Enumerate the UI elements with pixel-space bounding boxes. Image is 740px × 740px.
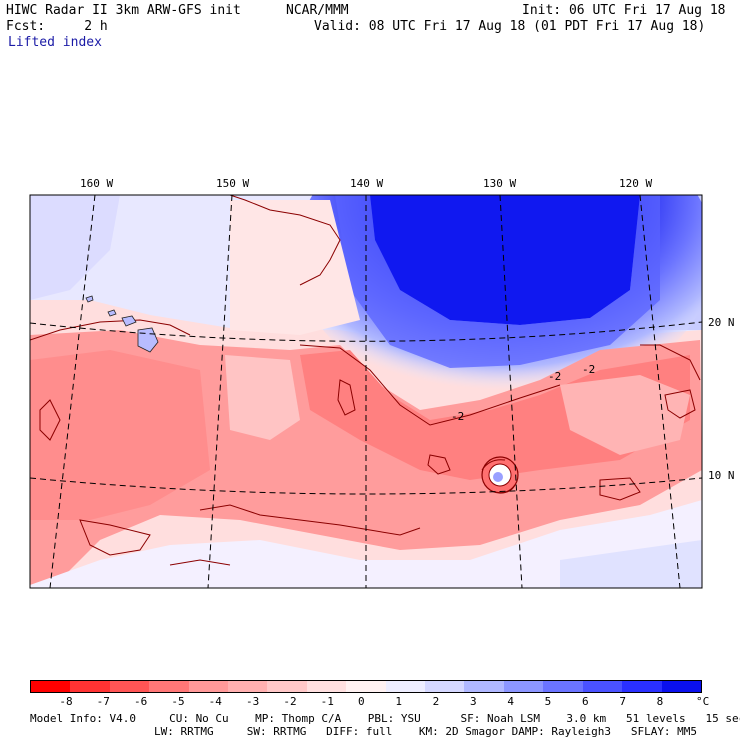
colorbar-tick-label: 6: [582, 695, 589, 708]
header-org: NCAR/MMM: [286, 3, 349, 18]
colorbar-segment: [582, 681, 623, 692]
colorbar-tick-label: -3: [246, 695, 260, 708]
colorbar-tick-label: 1: [395, 695, 402, 708]
lon-label-150w: 150 W: [216, 177, 250, 190]
colorbar-segment: [622, 681, 662, 692]
colorbar-segment: [346, 681, 386, 692]
colorbar-segment: [464, 681, 504, 692]
lat-label-10n: 10 N: [708, 469, 735, 482]
contour-label: -2: [451, 410, 464, 423]
colorbar-tick-label: -8: [59, 695, 73, 708]
colorbar-tick-label: -7: [96, 695, 110, 708]
colorbar-tick-label: 0: [358, 695, 365, 708]
colorbar-unit: °C: [696, 695, 710, 708]
header-title: HIWC Radar II 3km ARW-GFS init: [6, 3, 241, 18]
colorbar-tick-label: -1: [320, 695, 334, 708]
map-frame: [29, 194, 703, 589]
contour-label: -2: [582, 363, 595, 376]
colorbar-segment: [503, 681, 544, 692]
colorbar-segment: [228, 681, 268, 692]
colorbar-tick-label: 8: [656, 695, 664, 708]
lon-label-130w: 130 W: [483, 177, 517, 190]
colorbar-tick-label: -2: [283, 695, 297, 708]
colorbar-segment: [31, 681, 71, 692]
colorbar-segment: [425, 681, 465, 692]
colorbar-segment: [543, 681, 583, 692]
lon-label-160w: 160 W: [80, 177, 114, 190]
colorbar-tick-label: 7: [619, 695, 626, 708]
colorbar-tick-label: 3: [470, 695, 477, 708]
colorbar-segment: [306, 681, 347, 692]
colorbar-ticks: -8 -7 -6 -5 -4 -3 -2 -1 0 1 2 3 4 5 6 7 8: [0, 695, 740, 709]
colorbar-tick-label: -5: [171, 695, 185, 708]
model-info-line1: Model Info: V4.0 CU: No Cu MP: Thomp C/A…: [30, 712, 740, 725]
lon-label-140w: 140 W: [350, 177, 384, 190]
colorbar-tick-label: 5: [544, 695, 552, 708]
colorbar-segment: [661, 681, 701, 692]
colorbar-segment: [385, 681, 426, 692]
colorbar-tick-label: -6: [134, 695, 148, 708]
colorbar-segment: [267, 681, 307, 692]
colorbar-segment: [109, 681, 150, 692]
field-name: Lifted index: [8, 35, 102, 50]
grid-lines: [30, 195, 702, 588]
colorbar-segment: [70, 681, 110, 692]
cyclone-feature: [481, 456, 519, 494]
colorbar: [30, 680, 702, 693]
header-valid: Valid: 08 UTC Fri 17 Aug 18 (01 PDT Fri …: [314, 19, 706, 34]
header-init: Init: 06 UTC Fri 17 Aug 18: [522, 3, 726, 18]
colorbar-tick-label: -4: [208, 695, 222, 708]
colorbar-segment: [188, 681, 229, 692]
lon-label-120w: 120 W: [619, 177, 653, 190]
header-fcst: Fcst: 2 h: [6, 19, 108, 34]
lat-label-20n: 20 N: [708, 316, 735, 329]
colorbar-tick-label: 2: [432, 695, 440, 708]
contour-label: -2: [548, 370, 561, 383]
colorbar-segment: [149, 681, 189, 692]
model-info-line2: LW: RRTMG SW: RRTMG DIFF: full KM: 2D Sm…: [154, 725, 698, 738]
colorbar-tick-label: 4: [507, 695, 514, 708]
